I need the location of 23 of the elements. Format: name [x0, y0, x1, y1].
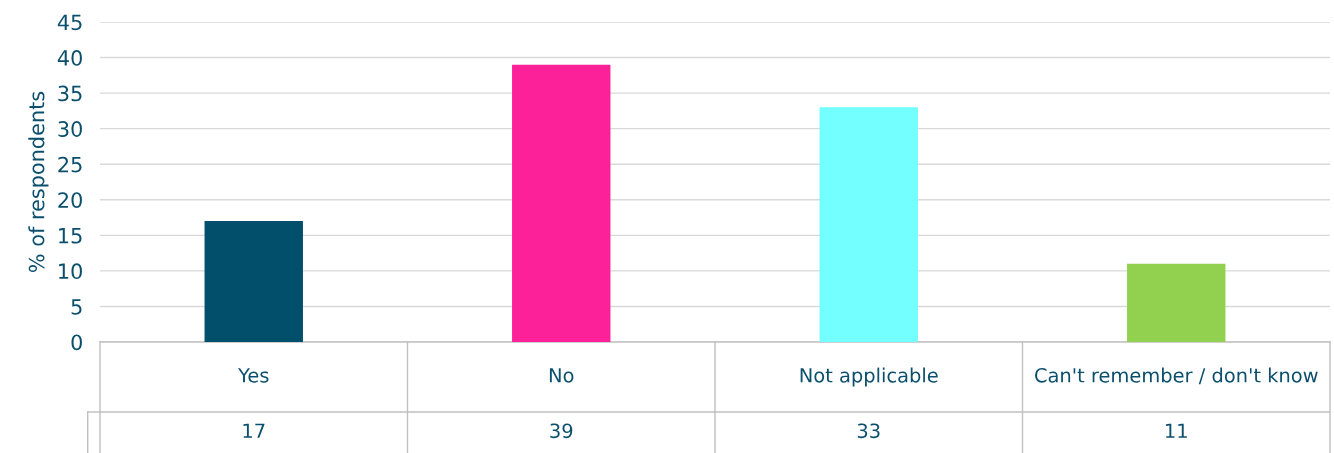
y-tick-label: 10: [59, 263, 82, 280]
y-tick-label: 5: [71, 299, 82, 315]
x-tick-label: No: [549, 368, 574, 383]
bar: [204, 221, 303, 342]
y-tick-label: 40: [57, 50, 82, 66]
y-tick-label: 0: [71, 334, 82, 351]
y-tick-label: 45: [57, 14, 82, 31]
y-tick-label: 30: [58, 121, 82, 137]
y-tick-label: 15: [59, 228, 82, 244]
y-tick-label: 35: [58, 85, 82, 102]
y-tick-label: 20: [58, 192, 82, 208]
x-tick-label: Yes: [238, 368, 269, 383]
bar: [819, 107, 918, 342]
bar: [512, 64, 611, 342]
data-label: 17: [243, 423, 265, 438]
bar: [1127, 263, 1226, 342]
data-label: 33: [857, 423, 880, 439]
y-tick-label: 25: [58, 156, 82, 173]
x-tick-label: Can't remember / don't know: [1035, 367, 1318, 385]
x-tick-label: Not applicable: [800, 367, 938, 387]
data-label: 39: [550, 423, 573, 439]
y-axis-title: % of respondents: [28, 91, 49, 273]
data-label: 11: [1166, 423, 1187, 438]
